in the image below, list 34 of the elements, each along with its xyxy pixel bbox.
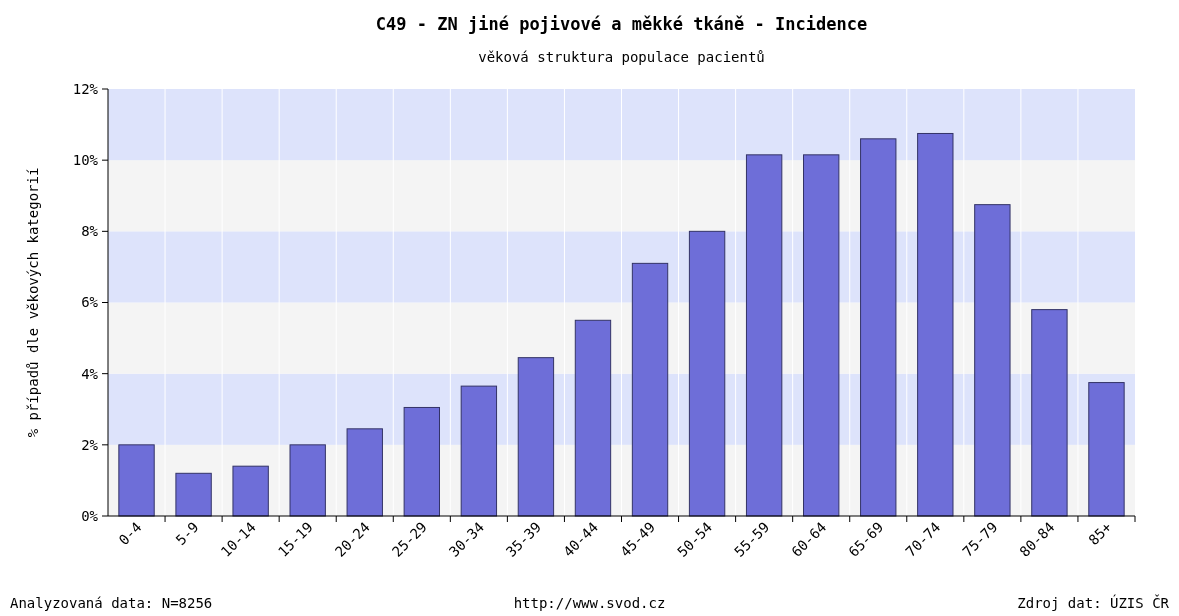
bar — [688, 230, 726, 517]
bar — [1031, 309, 1068, 517]
text: Analyzovaná data: N=8256 — [10, 595, 213, 611]
bar — [289, 444, 326, 517]
bar — [1088, 382, 1125, 517]
x-tick-label: 85+ — [1085, 518, 1115, 549]
y-tick-label: 10% — [72, 152, 99, 169]
y-tick-label: 12% — [72, 80, 99, 97]
bar — [232, 465, 269, 517]
bar — [803, 154, 840, 517]
y-tick-label: 4% — [81, 365, 99, 382]
bar — [517, 357, 555, 517]
bar — [574, 319, 612, 517]
bar — [974, 204, 1011, 517]
bar — [460, 385, 498, 517]
y-tick-label: 0% — [81, 507, 99, 524]
x-tick-label: 0-4 — [115, 518, 145, 549]
x-tick-label: 5-9 — [172, 518, 202, 549]
y-tick-label: 2% — [81, 436, 99, 453]
text: http://www.svod.cz — [513, 595, 666, 611]
chart-title: C49 - ZN jiné pojivové a měkké tkáně - Incidence — [375, 14, 868, 34]
y-axis-title: % případů dle věkových kategorií — [25, 167, 41, 438]
text: Zdroj dat: ÚZIS ČR — [1017, 594, 1170, 611]
bar — [118, 444, 155, 517]
bar — [403, 406, 440, 517]
bar — [631, 262, 669, 517]
bar — [175, 472, 212, 517]
chart-subtitle: věková struktura populace pacientů — [478, 49, 765, 65]
bar — [346, 428, 383, 517]
y-tick-label: 6% — [81, 294, 99, 311]
bar — [745, 154, 783, 517]
bar — [860, 138, 897, 517]
bar — [917, 132, 954, 517]
y-tick-label: 8% — [81, 223, 99, 240]
